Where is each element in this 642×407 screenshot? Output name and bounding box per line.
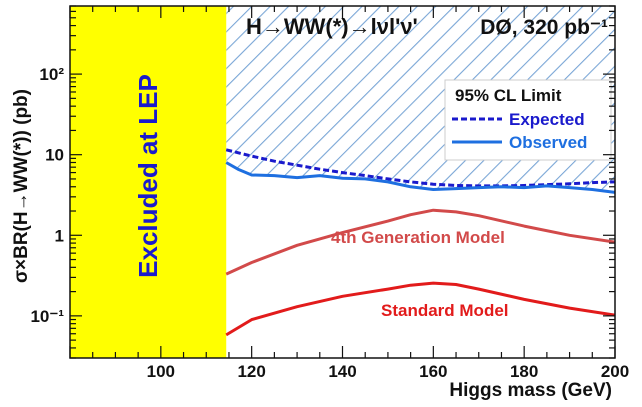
- y-tick-label: 10²: [39, 65, 64, 84]
- lep-excluded-label: Excluded at LEP: [133, 74, 163, 278]
- x-tick-label: 160: [419, 362, 447, 381]
- legend-expected-label: Expected: [509, 110, 585, 129]
- standard-model-curve-label: Standard Model: [381, 301, 509, 320]
- lep-excluded-band: [70, 6, 227, 358]
- 4th-generation-model-series-line: [225, 208, 615, 276]
- legend: 95% CL Limit Expected Observed: [444, 79, 612, 161]
- standard-model-series-line: [225, 281, 615, 337]
- observed-series-line: [225, 161, 615, 194]
- axis-ticks: [69, 5, 616, 359]
- y-axis-title: σ×BR(H→WW(*)) (pb): [11, 89, 32, 283]
- fourth-gen-curve-label: 4th Generation Model: [331, 228, 505, 247]
- y-tick-label: 10: [45, 146, 64, 165]
- x-tick-label: 100: [147, 362, 175, 381]
- x-tick-label: 120: [237, 362, 265, 381]
- channel-title: H→WW(*)→lνl'ν': [246, 14, 418, 39]
- y-tick-label: 10⁻¹: [30, 307, 64, 326]
- x-axis-title: Higgs mass (GeV): [449, 380, 612, 401]
- legend-observed-label: Observed: [509, 133, 587, 152]
- x-tick-label: 180: [510, 362, 538, 381]
- legend-title: 95% CL Limit: [455, 86, 562, 105]
- x-tick-label: 200: [601, 362, 629, 381]
- y-tick-label: 1: [55, 226, 64, 245]
- experiment-label: DØ, 320 pb⁻¹: [480, 16, 608, 39]
- x-tick-label: 140: [328, 362, 356, 381]
- expected-series-line: [225, 148, 615, 188]
